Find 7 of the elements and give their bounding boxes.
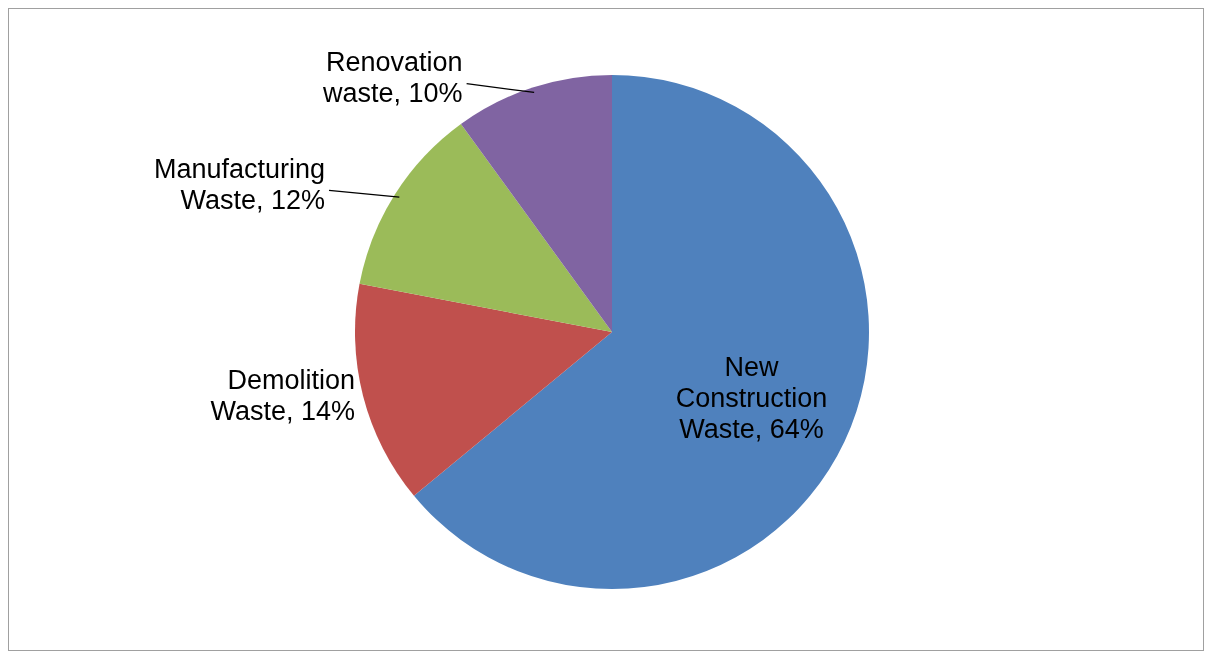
slice-label: New Construction Waste, 64% (675, 351, 828, 444)
pie-slice (355, 283, 612, 496)
pie-slice (359, 124, 612, 332)
slice-label: Demolition Waste, 14% (210, 365, 356, 427)
slice-label: Manufacturing Waste, 12% (153, 153, 326, 215)
slice-label: Renovation waste, 10% (322, 47, 463, 109)
pie-slice (460, 75, 612, 332)
